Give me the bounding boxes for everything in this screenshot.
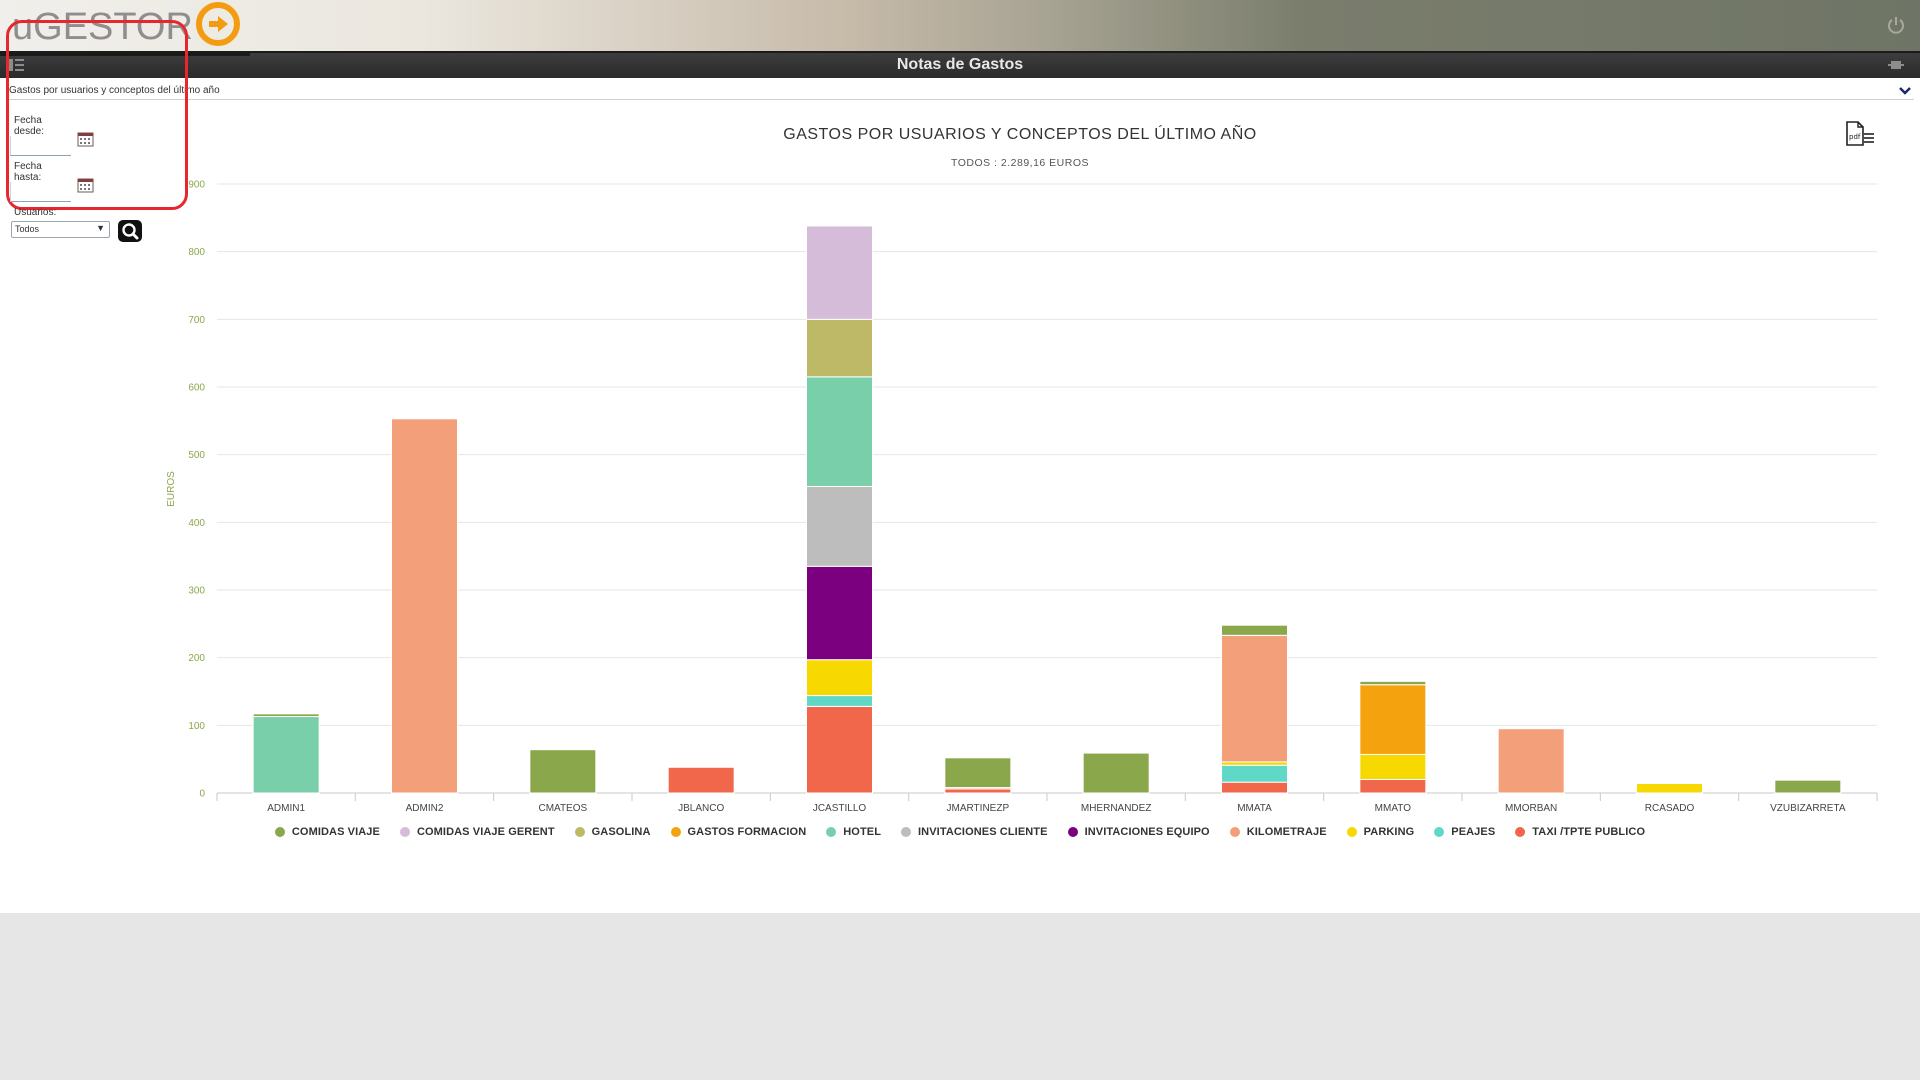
date-to-input[interactable] [10,182,71,202]
date-from-input[interactable] [10,136,71,156]
filter-panel [6,20,188,210]
users-label: Usuarios: [14,207,57,218]
app-logo[interactable]: uGESTOR [12,2,241,48]
bar-segment[interactable] [1359,753,1427,780]
legend-item[interactable]: HOTEL [826,826,881,838]
bar-segment[interactable] [806,485,873,567]
legend-label: KILOMETRAJE [1246,826,1327,838]
report-selector[interactable]: Gastos por usuarios y conceptos del últi… [8,82,1914,100]
bar-segment[interactable] [252,713,320,718]
legend-label: COMIDAS VIAJE GERENT [416,826,555,838]
legend-swatch [1067,827,1078,837]
bar-segment[interactable] [944,788,1012,794]
plugin-icon[interactable] [1888,58,1904,72]
bar-segment[interactable] [806,705,873,794]
legend-item[interactable]: GASOLINA [574,826,651,838]
page-background [0,913,1920,1080]
legend-swatch [1346,827,1357,837]
bar-segment[interactable] [667,766,735,794]
bar-segment[interactable] [806,565,873,661]
bar-segment[interactable] [1359,778,1427,794]
bar-segment[interactable] [806,695,873,707]
legend-item[interactable]: INVITACIONES EQUIPO [1067,826,1210,838]
chart-title: GASTOS POR USUARIOS Y CONCEPTOS DEL ÚLTI… [783,126,1257,143]
legend-swatch [1434,827,1445,837]
menu-icon[interactable] [7,58,25,72]
app-header: uGESTOR [0,0,1920,51]
search-icon [122,223,139,240]
legend-swatch [574,827,585,837]
pdf-icon[interactable]: pdf [1844,120,1876,148]
dropdown-arrow-icon: ▼ [96,223,105,233]
bar-segment[interactable] [806,225,873,320]
legend-label: PEAJES [1451,826,1496,838]
title-bar-strip [0,53,250,56]
logo-text: uGESTOR [12,6,193,48]
legend-item[interactable]: PARKING [1346,826,1415,838]
svg-text:pdf: pdf [1849,133,1861,141]
legend-label: TAXI /TPTE PUBLICO [1532,826,1646,838]
legend-swatch [1229,827,1240,837]
bar-segment[interactable] [806,659,873,697]
bar-segment[interactable] [1497,728,1565,794]
bar-segment[interactable] [806,318,873,378]
report-selector-value: Gastos por usuarios y conceptos del últi… [9,85,220,96]
ugestor-logo-icon [195,2,240,46]
bar-segment[interactable] [252,716,320,794]
title-bar: Notas de Gastos [0,51,1920,78]
calendar-icon[interactable] [77,178,94,193]
legend-item[interactable]: COMIDAS VIAJE [274,826,380,838]
legend-swatch [274,827,285,837]
legend-item[interactable]: PEAJES [1434,826,1495,838]
bar-segment[interactable] [1221,761,1288,766]
legend-swatch [399,827,410,837]
legend-swatch [1515,827,1526,837]
bar-segment[interactable] [944,757,1012,789]
bar-segment[interactable] [1221,634,1288,763]
legend-swatch [670,827,681,837]
legend-item[interactable]: INVITACIONES CLIENTE [901,826,1048,838]
legend-label: INVITACIONES EQUIPO [1084,826,1210,838]
power-icon[interactable] [1886,15,1906,35]
bar-segment[interactable] [1774,779,1842,794]
legend-item[interactable]: KILOMETRAJE [1229,826,1327,838]
chart-bars [252,225,1842,794]
legend-label: GASOLINA [591,826,651,838]
bar-segment[interactable] [1221,764,1288,783]
legend-item[interactable]: TAXI /TPTE PUBLICO [1515,826,1645,838]
bar-segment[interactable] [1221,781,1288,794]
legend-swatch [826,827,837,837]
legend-label: GASTOS FORMACION [687,826,807,838]
chevron-down-icon[interactable] [1898,85,1912,97]
bar-segment[interactable] [1636,783,1703,794]
chart-legend: COMIDAS VIAJE COMIDAS VIAJE GERENT GASOLIN… [0,826,1920,838]
bar-segment[interactable] [1221,624,1288,636]
legend-swatch [901,827,912,837]
bar-segment[interactable] [806,376,873,487]
bar-segment[interactable] [391,418,458,794]
bar-segment[interactable] [1082,752,1150,794]
calendar-icon[interactable] [77,132,94,147]
bar-segment[interactable] [1359,684,1427,755]
legend-label: INVITACIONES CLIENTE [918,826,1048,838]
legend-label: PARKING [1363,826,1415,838]
bar-segment[interactable] [1359,680,1427,686]
page-title: Notas de Gastos [896,56,1024,73]
search-button[interactable] [118,220,142,242]
date-from-label: Fecha desde: [14,115,45,137]
users-select-value: Todos [15,224,40,234]
legend-item[interactable]: GASTOS FORMACION [670,826,807,838]
users-select[interactable]: Todos ▼ [11,221,110,238]
legend-item[interactable]: COMIDAS VIAJE GERENT [399,826,555,838]
date-to-label: Fecha hasta: [14,161,42,183]
bar-segment[interactable] [529,749,597,794]
legend-label: HOTEL [843,826,882,838]
legend-label: COMIDAS VIAJE [291,826,380,838]
chart-subtitle: TODOS : 2.289,16 EUROS [950,157,1090,169]
